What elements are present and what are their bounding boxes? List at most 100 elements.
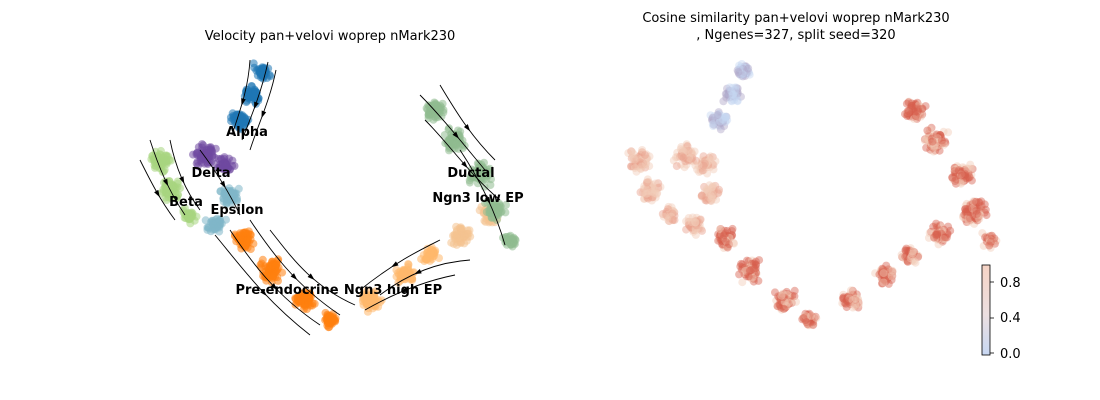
cosine-cell-point	[909, 114, 918, 123]
cosine-cell-point	[775, 300, 784, 309]
cosine-cell-point	[953, 175, 962, 184]
cosine-cell-point	[708, 183, 717, 191]
cosine-cell-point	[709, 122, 718, 130]
cosine-cell-point	[984, 235, 993, 243]
cosine-cell-point	[801, 316, 810, 325]
cosine-cell-point	[961, 167, 970, 176]
cosine-cell-point	[639, 159, 648, 168]
cosine-cell-point	[845, 294, 854, 303]
cosine-cell-point	[854, 298, 863, 307]
cosine-cell-point	[751, 268, 760, 277]
cosine-cell-point	[965, 200, 974, 209]
velocity-cell-point	[431, 99, 440, 108]
cosine-cell-point	[879, 269, 888, 278]
cosine-cell-point	[714, 189, 722, 198]
cosine-cell-point	[751, 265, 759, 274]
cosine-cell-point	[905, 247, 914, 256]
velocity-stream-line	[379, 259, 471, 296]
cosine-cell-point	[737, 265, 746, 274]
cosine-cell-point	[928, 137, 937, 146]
cosine-cell-point	[979, 241, 988, 250]
cosine-cell-point	[722, 112, 731, 121]
cosine-cell-point	[712, 195, 721, 204]
cosine-cell-point	[933, 225, 942, 234]
cosine-cell-point	[936, 140, 945, 149]
cosine-cell-point	[743, 263, 752, 272]
cosine-cell-point	[633, 155, 642, 163]
cosine-cell-point	[941, 139, 950, 148]
cosine-cell-point	[880, 267, 889, 275]
cosine-cell-point	[684, 151, 693, 160]
velocity-arrowhead	[162, 178, 169, 187]
cosine-cell-point	[887, 272, 896, 281]
cosine-cell-point	[939, 233, 948, 242]
cosine-cell-point	[958, 171, 967, 180]
cosine-cell-point	[733, 87, 742, 96]
cosine-cell-point	[986, 243, 995, 252]
velocity-stream-line	[139, 159, 176, 221]
cosine-cell-point	[880, 272, 889, 281]
cosine-cell-point	[806, 317, 815, 326]
cosine-cell-point	[638, 160, 647, 169]
cosine-cell-point	[735, 69, 744, 78]
cosine-cell-point	[937, 229, 946, 238]
velocity-cell-point	[234, 121, 243, 130]
cosine-cell-point	[965, 208, 974, 217]
cosine-cell-point	[930, 143, 939, 152]
cosine-cell-point	[710, 187, 718, 196]
cosine-cell-point	[645, 162, 654, 171]
cosine-cell-point	[627, 154, 636, 163]
cosine-cell-point	[715, 114, 724, 123]
cosine-cell-point	[925, 137, 934, 146]
cosine-cell-point	[807, 315, 816, 324]
cosine-cell-point	[963, 164, 972, 173]
cosine-cell-point	[648, 189, 657, 198]
cosine-cell-point	[934, 228, 943, 237]
cosine-cell-point	[703, 187, 712, 196]
cosine-cell-point	[683, 151, 691, 160]
cosine-cell-point	[712, 113, 721, 122]
cosine-cell-point	[965, 212, 974, 221]
cosine-cell-point	[736, 66, 745, 75]
cosine-cell-point	[956, 166, 965, 175]
cosine-cell-point	[706, 152, 715, 161]
cosine-cell-point	[662, 209, 671, 218]
cosine-cell-point	[682, 140, 691, 149]
cosine-cell-point	[677, 152, 686, 161]
cosine-cell-point	[775, 293, 784, 302]
cosine-cell-point	[700, 162, 709, 171]
cosine-cell-point	[951, 167, 959, 176]
cosine-cell-point	[962, 207, 971, 216]
cosine-cell-point	[687, 148, 696, 157]
cosine-cell-point	[936, 230, 945, 239]
cosine-cell-point	[908, 101, 916, 110]
cosine-cell-point	[779, 302, 788, 310]
cosine-cell-point	[702, 195, 711, 204]
cosine-cell-point	[782, 302, 791, 310]
cosine-cell-point	[743, 256, 751, 265]
cosine-cell-point	[913, 113, 922, 122]
cosine-cell-point	[682, 151, 691, 160]
cosine-cell-point	[667, 203, 676, 212]
cosine-cell-point	[721, 234, 730, 243]
cosine-cell-point	[643, 193, 652, 202]
cosine-cell-point	[637, 148, 646, 157]
cosine-cell-point	[938, 231, 947, 240]
cosine-cell-point	[960, 166, 969, 174]
velocity-arrowhead	[270, 283, 278, 290]
cosine-cell-point	[736, 67, 745, 76]
cosine-cell-point	[681, 149, 690, 158]
cosine-cell-point	[932, 135, 941, 143]
cosine-cell-point	[843, 297, 852, 306]
cosine-cell-point	[725, 233, 733, 242]
cosine-cell-point	[715, 109, 723, 118]
cosine-cell-point	[843, 295, 852, 304]
cosine-cell-point	[662, 207, 671, 216]
cosine-cell-point	[716, 117, 725, 126]
cosine-cell-point	[726, 233, 735, 242]
cosine-cell-point	[752, 268, 761, 277]
cosine-cell-point	[777, 300, 786, 309]
cosine-cell-point	[898, 253, 907, 262]
cosine-cell-point	[902, 244, 911, 253]
cosine-cell-point	[961, 201, 970, 210]
